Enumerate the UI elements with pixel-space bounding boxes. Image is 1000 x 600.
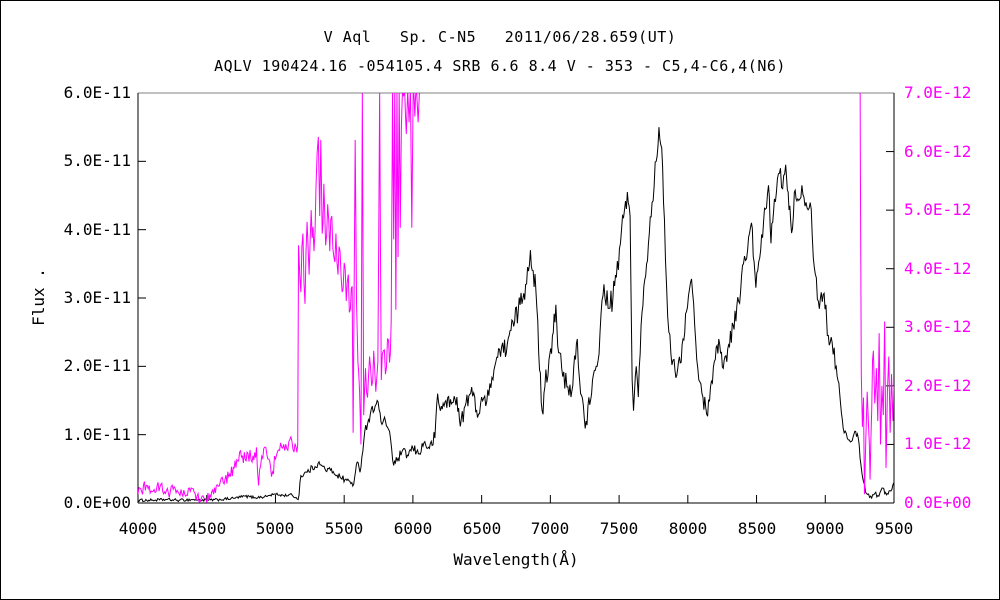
y-axis-right-tick-label: 1.0E-12 [904,434,972,453]
x-axis-tick-label: 9000 [805,519,845,538]
y-axis-left-tick-label: 4.0E-11 [63,220,131,239]
x-axis-tick-label: 8000 [668,519,708,538]
x-axis-tick-label: 5500 [324,519,364,538]
y-axis-right-tick-label: 6.0E-12 [904,142,972,161]
y-axis-right-tick-label: 2.0E-12 [904,376,972,395]
x-axis-tick-label: 5000 [255,519,295,538]
reference-spectrum-magenta-line [138,93,894,503]
y-axis-right-tick-label: 0.0E+00 [904,493,972,512]
y-axis-left-tick-label: 1.0E-11 [63,425,131,444]
x-axis-tick-label: 6000 [393,519,433,538]
y-axis-left-tick-label: 5.0E-11 [63,151,131,170]
y-axis-left-tick-label: 6.0E-11 [63,83,131,102]
y-axis-right-tick-label: 5.0E-12 [904,200,972,219]
flux-spectrum-black-line [138,127,894,503]
x-axis-tick-label: 8500 [737,519,777,538]
chart-title: V Aql Sp. C-N5 2011/06/28.659(UT) [323,28,677,46]
x-axis-tick-label: 6500 [462,519,502,538]
y-axis-left-tick-label: 3.0E-11 [63,288,131,307]
y-axis-right-tick-label: 7.0E-12 [904,83,972,102]
y-axis-left-tick-label: 0.0E+00 [63,493,131,512]
y-axis-right-tick-label: 3.0E-12 [904,317,972,336]
x-axis-tick-label: 4500 [187,519,227,538]
x-axis-title: Wavelength(Å) [453,550,579,569]
chart-subtitle: AQLV 190424.16 -054105.4 SRB 6.6 8.4 V -… [214,57,786,75]
y-axis-left-tick-label: 2.0E-11 [63,356,131,375]
x-axis-tick-label: 4000 [118,519,158,538]
x-axis-tick-label: 7000 [530,519,570,538]
y-axis-right-tick-label: 4.0E-12 [904,259,972,278]
x-axis-tick-label: 9500 [874,519,914,538]
x-axis-tick-label: 7500 [599,519,639,538]
